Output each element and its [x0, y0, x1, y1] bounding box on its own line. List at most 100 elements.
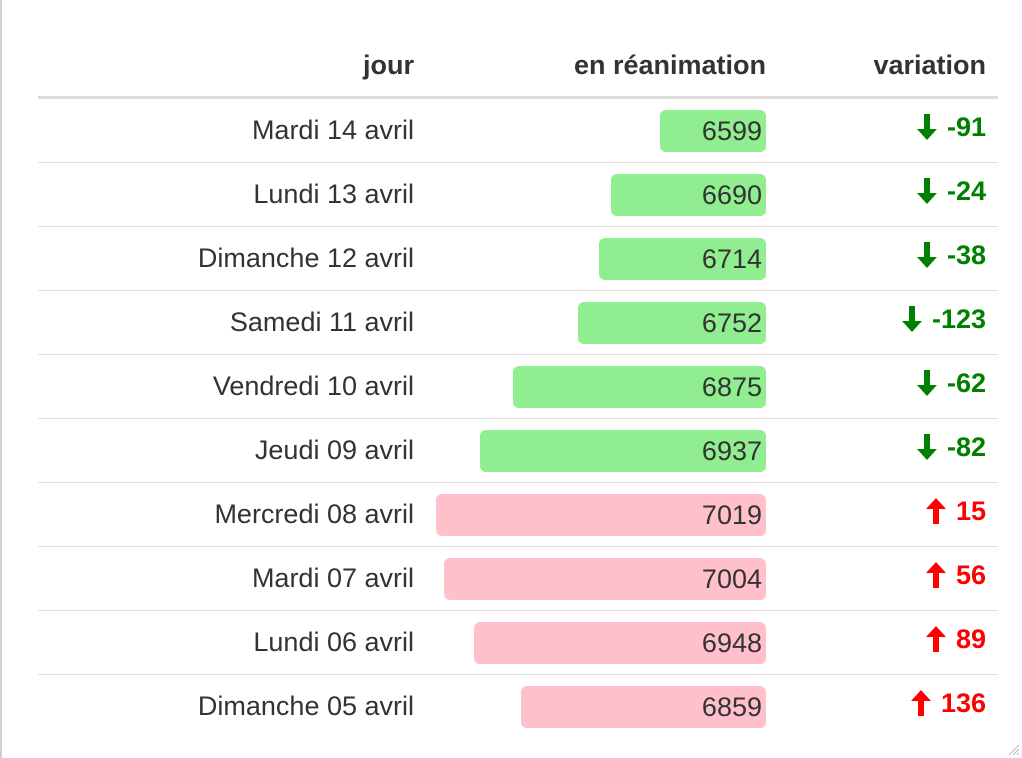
- bar-holder: 6752: [436, 301, 766, 344]
- table-body: Mardi 14 avril 6599 -91 Lundi 13 avril 6690 -…: [38, 97, 998, 739]
- cell-reanimation: 6752: [414, 290, 766, 355]
- reanimation-bar: [479, 429, 766, 472]
- bar-holder: 6937: [436, 429, 766, 472]
- cell-reanimation: 6948: [414, 610, 766, 675]
- reanimation-value: 6599: [701, 115, 762, 146]
- variation-value: -82: [946, 431, 986, 462]
- column-header-variation[interactable]: variation: [766, 34, 998, 99]
- reanimation-value: 6714: [701, 243, 762, 274]
- reanimation-bar: [521, 685, 766, 728]
- cell-variation: -82: [766, 418, 998, 483]
- variation-value: 89: [955, 623, 986, 654]
- arrow-up-icon: [924, 624, 948, 654]
- reanimation-value: 6937: [701, 435, 762, 466]
- variation-value: 15: [955, 495, 986, 526]
- header-row: jour en réanimation variation: [38, 34, 998, 99]
- cell-jour: Mercredi 08 avril: [38, 482, 414, 547]
- variation-indicator: 89: [924, 624, 986, 655]
- column-header-reanimation[interactable]: en réanimation: [414, 34, 766, 99]
- arrow-down-icon: [915, 112, 939, 142]
- cell-jour: Lundi 13 avril: [38, 162, 414, 227]
- table-row: Vendredi 10 avril 6875 -62: [38, 354, 998, 419]
- reanimation-value: 7004: [701, 563, 762, 594]
- table-row: Samedi 11 avril 6752 -123: [38, 290, 998, 355]
- bar-holder: 7019: [436, 493, 766, 536]
- table-row: Mardi 14 avril 6599 -91: [38, 97, 998, 163]
- variation-value: -38: [946, 239, 986, 270]
- reanimation-table: jour en réanimation variation Mardi 14 a…: [38, 34, 998, 738]
- variation-indicator: -62: [915, 368, 986, 399]
- reanimation-bar: [444, 557, 766, 600]
- cell-reanimation: 6875: [414, 354, 766, 419]
- cell-variation: -123: [766, 290, 998, 355]
- variation-value: 56: [955, 559, 986, 590]
- reanimation-bar: [578, 301, 766, 344]
- variation-indicator: -82: [915, 432, 986, 463]
- reanimation-bar: [659, 109, 766, 152]
- bar-holder: 6599: [436, 109, 766, 152]
- cell-reanimation: 6937: [414, 418, 766, 483]
- cell-reanimation: 6690: [414, 162, 766, 227]
- resize-handle-icon[interactable]: [1004, 740, 1020, 756]
- cell-reanimation: 6599: [414, 97, 766, 163]
- cell-jour: Dimanche 12 avril: [38, 226, 414, 291]
- reanimation-value: 6752: [701, 307, 762, 338]
- cell-reanimation: 6859: [414, 675, 766, 739]
- variation-indicator: -123: [900, 304, 986, 335]
- variation-indicator: 136: [909, 688, 986, 719]
- cell-variation: -24: [766, 162, 998, 227]
- reanimation-bar: [611, 173, 766, 216]
- variation-value: -91: [946, 111, 986, 142]
- bar-holder: 6875: [436, 365, 766, 408]
- variation-indicator: -91: [915, 112, 986, 143]
- cell-variation: 56: [766, 546, 998, 611]
- cell-variation: -91: [766, 97, 998, 163]
- cell-jour: Jeudi 09 avril: [38, 418, 414, 483]
- cell-reanimation: 7004: [414, 546, 766, 611]
- arrow-down-icon: [915, 368, 939, 398]
- reanimation-bar: [473, 621, 766, 664]
- cell-jour: Vendredi 10 avril: [38, 354, 414, 419]
- cell-variation: 15: [766, 482, 998, 547]
- reanimation-bar: [598, 237, 766, 280]
- reanimation-value: 6690: [701, 179, 762, 210]
- variation-indicator: -24: [915, 176, 986, 207]
- table-row: Jeudi 09 avril 6937 -82: [38, 418, 998, 483]
- arrow-up-icon: [924, 496, 948, 526]
- reanimation-value: 6875: [701, 371, 762, 402]
- cell-variation: 89: [766, 610, 998, 675]
- bar-holder: 6714: [436, 237, 766, 280]
- variation-value: -123: [931, 303, 986, 334]
- reanimation-bar: [436, 493, 766, 536]
- arrow-up-icon: [909, 688, 933, 718]
- cell-variation: -38: [766, 226, 998, 291]
- variation-value: 136: [940, 687, 986, 718]
- table-header: jour en réanimation variation: [38, 34, 998, 99]
- table-row: Mercredi 08 avril 7019 15: [38, 482, 998, 547]
- table-row: Lundi 13 avril 6690 -24: [38, 162, 998, 227]
- column-header-jour[interactable]: jour: [38, 34, 414, 99]
- arrow-down-icon: [915, 240, 939, 270]
- cell-variation: -62: [766, 354, 998, 419]
- variation-value: -62: [946, 367, 986, 398]
- table-row: Lundi 06 avril 6948 89: [38, 610, 998, 675]
- arrow-down-icon: [900, 304, 924, 334]
- variation-indicator: 56: [924, 560, 986, 591]
- variation-indicator: 15: [924, 496, 986, 527]
- variation-indicator: -38: [915, 240, 986, 271]
- cell-jour: Samedi 11 avril: [38, 290, 414, 355]
- table-row: Dimanche 05 avril 6859 136: [38, 675, 998, 739]
- bar-holder: 7004: [436, 557, 766, 600]
- cell-jour: Mardi 14 avril: [38, 97, 414, 163]
- table-row: Dimanche 12 avril 6714 -38: [38, 226, 998, 291]
- arrow-down-icon: [915, 176, 939, 206]
- cell-jour: Dimanche 05 avril: [197, 691, 414, 721]
- cell-reanimation: 6714: [414, 226, 766, 291]
- variation-value: -24: [946, 175, 986, 206]
- cell-jour: Lundi 06 avril: [38, 610, 414, 675]
- cell-reanimation: 7019: [414, 482, 766, 547]
- cell-jour: Mardi 07 avril: [38, 546, 414, 611]
- reanimation-value: 6859: [701, 691, 762, 722]
- reanimation-value: 7019: [701, 499, 762, 530]
